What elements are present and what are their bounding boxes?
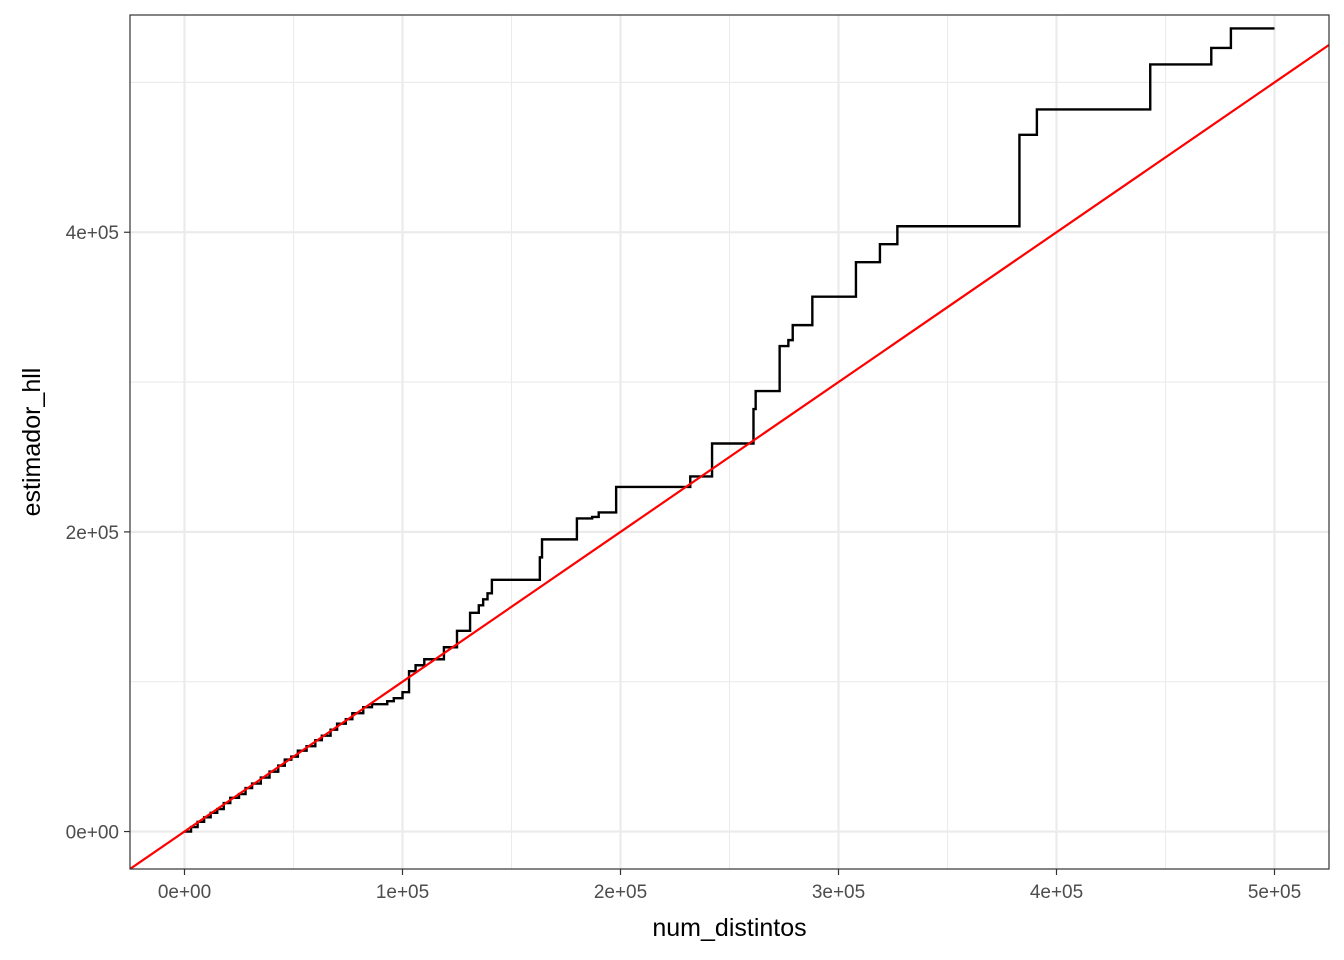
y-tick-label: 4e+05 [66,223,119,244]
x-tick-label: 5e+05 [1248,882,1301,903]
panel-border [129,14,1330,870]
x-axis: 0e+00 1e+05 2e+05 3e+05 4e+05 5e+05 [158,869,1301,903]
minor-gridlines [130,15,1329,869]
y-tick-label: 0e+00 [66,823,119,844]
x-tick-label: 2e+05 [594,882,647,903]
series-layer [130,27,1329,869]
x-tick-label: 4e+05 [1030,882,1083,903]
x-tick-label: 1e+05 [376,882,429,903]
y-tick-label: 2e+05 [66,523,119,544]
x-axis-title: num_distintos [652,914,806,942]
x-tick-label: 0e+00 [158,882,211,903]
x-tick-label: 3e+05 [812,882,865,903]
y-axis: 0e+00 2e+05 4e+05 [66,223,130,844]
identity-reference-line [130,43,1329,869]
y-axis-title: estimador_hll [18,368,46,517]
major-gridlines [130,15,1329,869]
